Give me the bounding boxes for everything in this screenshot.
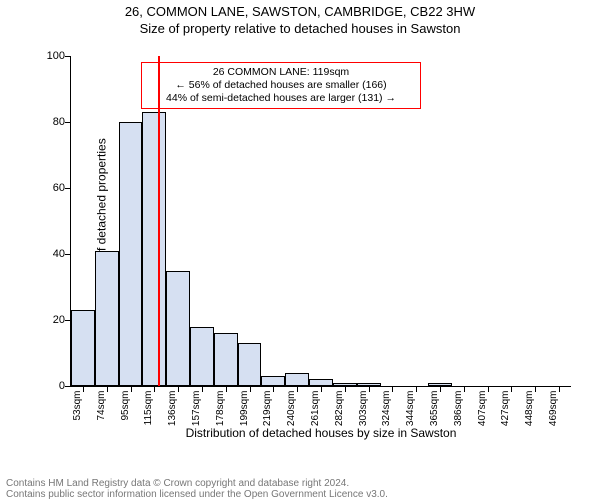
footer-line2: Contains public sector information licen… (6, 489, 388, 500)
x-tick (440, 386, 441, 392)
x-tick-label: 136sqm (167, 391, 178, 427)
x-tick-label: 53sqm (72, 391, 83, 421)
x-tick-label: 178sqm (215, 391, 226, 427)
x-tick-label: 240sqm (286, 391, 297, 427)
x-tick-label: 365sqm (429, 391, 440, 427)
annot-line1: 26 COMMON LANE: 119sqm (148, 66, 414, 79)
x-tick-label: 324sqm (381, 391, 392, 427)
x-tick (535, 386, 536, 392)
x-tick-label: 386sqm (453, 391, 464, 427)
footer-line1: Contains HM Land Registry data © Crown c… (6, 478, 388, 489)
histogram-bar (214, 333, 238, 386)
histogram-bar (190, 327, 214, 386)
histogram-bar (71, 310, 95, 386)
x-tick (273, 386, 274, 392)
x-tick (511, 386, 512, 392)
histogram-bar (95, 251, 119, 386)
x-tick-label: 199sqm (239, 391, 250, 427)
chart-title-main: 26, COMMON LANE, SAWSTON, CAMBRIDGE, CB2… (0, 4, 600, 19)
x-tick (154, 386, 155, 392)
y-tick-label: 40 (39, 248, 65, 260)
histogram-chart: Number of detached properties Distributi… (50, 48, 580, 428)
y-tick-label: 100 (39, 50, 65, 62)
y-tick (65, 188, 71, 189)
x-tick-label: 219sqm (262, 391, 273, 427)
x-tick (416, 386, 417, 392)
x-axis-label: Distribution of detached houses by size … (71, 426, 571, 440)
histogram-bar (285, 373, 309, 386)
x-tick (178, 386, 179, 392)
x-tick-label: 157sqm (191, 391, 202, 427)
attribution-footer: Contains HM Land Registry data © Crown c… (6, 478, 388, 500)
x-tick (392, 386, 393, 392)
histogram-bar (142, 112, 166, 386)
x-tick-label: 95sqm (120, 391, 131, 421)
x-tick (559, 386, 560, 392)
marker-annotation: 26 COMMON LANE: 119sqm ← 56% of detached… (141, 62, 421, 109)
annot-line2: ← 56% of detached houses are smaller (16… (148, 79, 414, 92)
y-tick-label: 0 (39, 380, 65, 392)
x-tick-label: 469sqm (548, 391, 559, 427)
y-tick (65, 386, 71, 387)
x-tick-label: 261sqm (310, 391, 321, 427)
annot-line3: 44% of semi-detached houses are larger (… (148, 92, 414, 105)
histogram-bar (238, 343, 262, 386)
x-tick-label: 303sqm (358, 391, 369, 427)
property-marker-line (158, 56, 160, 386)
x-tick (321, 386, 322, 392)
x-tick-label: 115sqm (143, 391, 154, 426)
x-tick-label: 427sqm (500, 391, 511, 427)
x-tick-label: 74sqm (96, 391, 107, 421)
chart-title-sub: Size of property relative to detached ho… (0, 21, 600, 36)
y-tick (65, 122, 71, 123)
x-tick (202, 386, 203, 392)
x-tick-label: 448sqm (524, 391, 535, 427)
histogram-bar (119, 122, 143, 386)
y-tick-label: 80 (39, 116, 65, 128)
histogram-bar (309, 379, 333, 386)
x-tick-label: 344sqm (405, 391, 416, 427)
histogram-bar (261, 376, 285, 386)
y-tick (65, 56, 71, 57)
x-tick (297, 386, 298, 392)
y-tick-label: 60 (39, 182, 65, 194)
histogram-bar (166, 271, 190, 387)
x-tick (83, 386, 84, 392)
x-tick-label: 407sqm (477, 391, 488, 427)
y-tick (65, 254, 71, 255)
x-tick-label: 282sqm (334, 391, 345, 427)
y-tick-label: 20 (39, 314, 65, 326)
